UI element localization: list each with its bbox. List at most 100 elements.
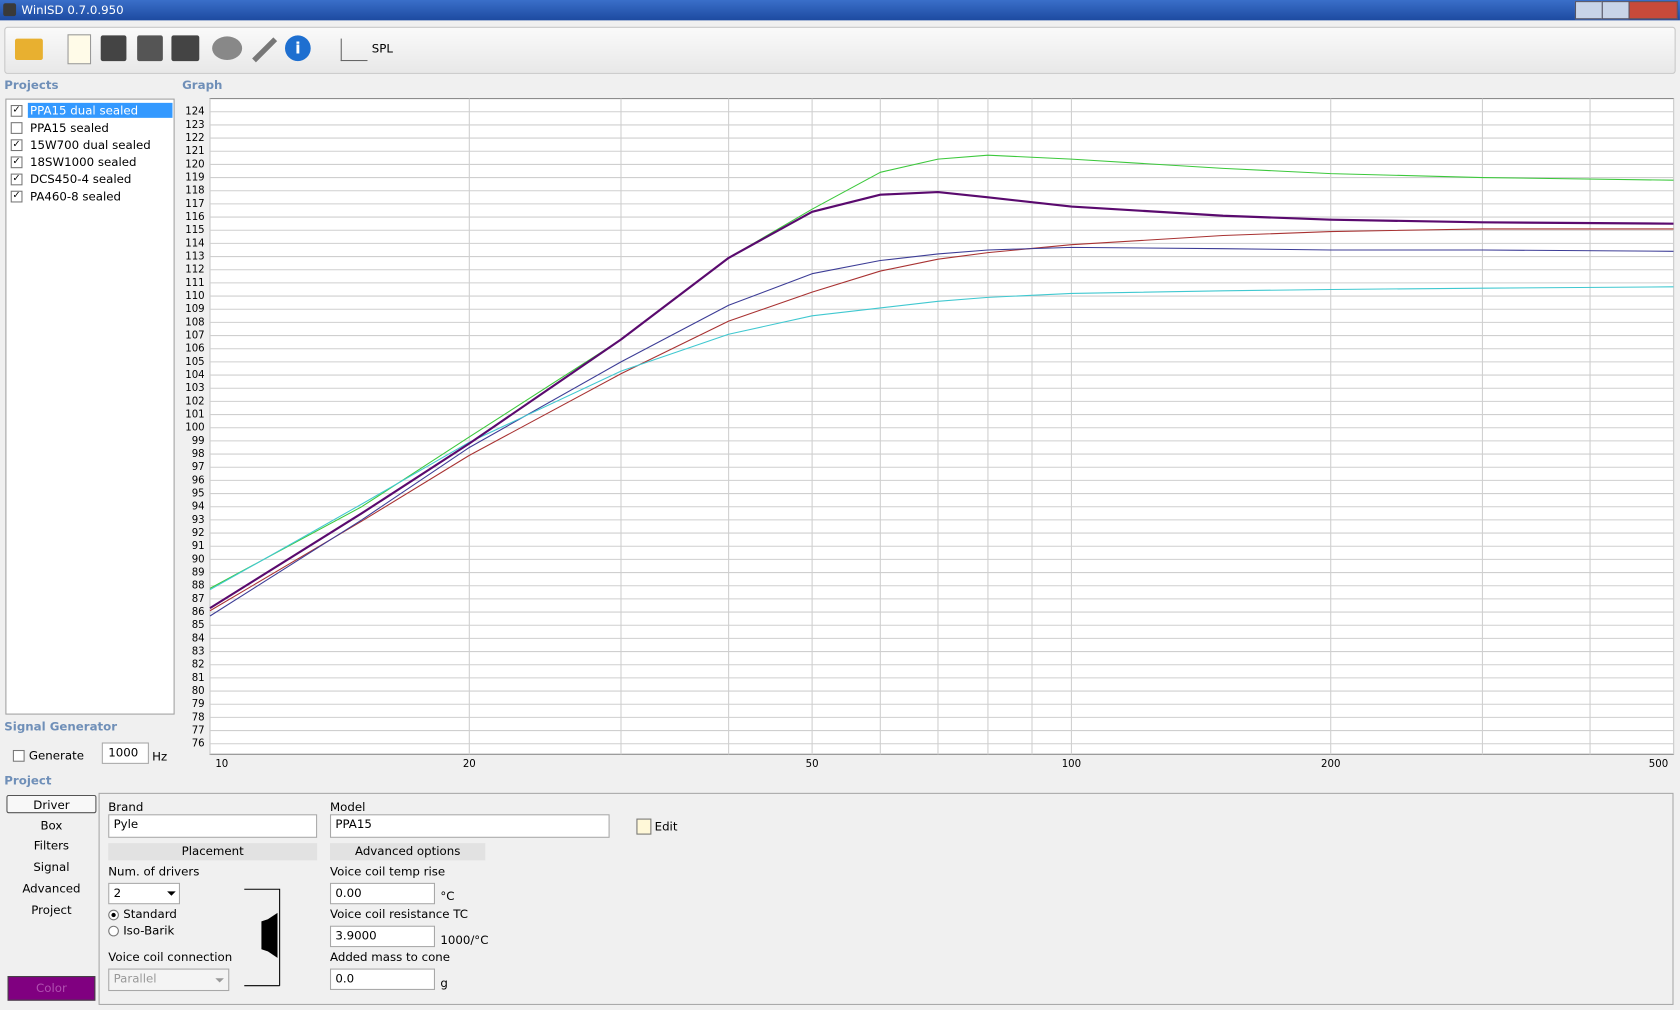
vc-res-label: Voice coil resistance TC (329, 907, 469, 922)
num-drivers-label: Num. of drivers (108, 864, 200, 879)
y-tick-label: 84 (192, 633, 205, 644)
vc-res-input[interactable]: 3.9000 (329, 925, 435, 948)
iso-barik-radio[interactable] (108, 925, 119, 937)
project-label[interactable]: 18SW1000 sealed (29, 155, 137, 170)
y-tick-label: 123 (185, 120, 204, 131)
y-tick-label: 114 (185, 238, 204, 249)
driver-button[interactable] (212, 36, 243, 60)
close-button[interactable] (1628, 1, 1678, 20)
y-tick-label: 124 (185, 107, 204, 118)
y-tick-label: 79 (192, 699, 205, 710)
y-tick-label: 85 (192, 620, 205, 631)
project-label[interactable]: PA460-8 sealed (29, 189, 122, 204)
project-label[interactable]: DCS450-4 sealed (29, 172, 132, 187)
project-checkbox[interactable]: ✓ (10, 104, 23, 117)
y-tick-label: 117 (185, 199, 204, 210)
project-checkbox[interactable]: ✓ (10, 190, 23, 203)
y-tick-label: 91 (192, 541, 205, 552)
spl-icon (340, 38, 368, 62)
y-tick-label: 121 (185, 146, 204, 157)
y-tick-label: 119 (185, 173, 204, 184)
y-tick-label: 88 (192, 581, 205, 592)
iso-barik-label: Iso-Barik (123, 923, 175, 938)
y-tick-label: 94 (192, 502, 205, 513)
y-tick-label: 78 (192, 712, 205, 723)
y-tick-label: 105 (185, 357, 204, 368)
graph-heading: Graph (182, 78, 223, 93)
y-tick-label: 82 (192, 660, 205, 671)
project-heading: Project (4, 773, 52, 788)
vc-temp-label: Voice coil temp rise (329, 864, 446, 879)
y-tick-label: 102 (185, 396, 204, 407)
standard-radio[interactable] (108, 909, 119, 921)
y-tick-label: 115 (185, 225, 204, 236)
brand-input[interactable]: Pyle (108, 814, 318, 838)
info-button[interactable]: i (284, 35, 311, 62)
frequency-input[interactable]: 1000 (101, 742, 149, 764)
y-tick-label: 97 (192, 462, 205, 473)
project-tab[interactable]: Filters (33, 839, 70, 854)
project-checkbox[interactable]: ✓ (10, 139, 23, 152)
open-button[interactable] (14, 38, 43, 60)
project-checkbox[interactable]: ✓ (10, 156, 23, 169)
projects-list: ✓ PPA15 dual sealed PPA15 sealed ✓ 15W700 du… (5, 98, 175, 715)
save-button[interactable] (100, 35, 127, 62)
y-tick-label: 92 (192, 528, 205, 539)
project-checkbox[interactable] (10, 122, 23, 134)
save-as-button[interactable] (137, 35, 163, 62)
title-bar (0, 0, 1680, 21)
project-tab[interactable]: Project (31, 902, 72, 917)
spl-button[interactable]: SPL (371, 41, 393, 56)
project-label[interactable]: PPA15 sealed (29, 121, 109, 135)
plot-area (209, 98, 1675, 755)
mass-input[interactable]: 0.0 (329, 968, 435, 990)
dropdown-arrow (215, 978, 224, 983)
minimize-button[interactable] (1574, 1, 1603, 20)
brand-label: Brand (108, 800, 144, 815)
y-tick-label: 110 (185, 291, 204, 302)
y-tick-label: 80 (192, 686, 205, 697)
generate-label: Generate (28, 748, 84, 763)
project-tab[interactable]: Advanced (22, 881, 81, 896)
edit-icon[interactable] (636, 818, 652, 835)
dropdown-arrow (167, 891, 176, 896)
y-tick-label: 77 (192, 726, 205, 737)
project-tab[interactable]: Box (40, 818, 63, 833)
save-all-button[interactable] (171, 35, 200, 62)
generate-checkbox[interactable] (12, 749, 25, 762)
projects-heading: Projects (4, 78, 59, 93)
model-input[interactable]: PPA15 (329, 814, 610, 838)
placement-header: Placement (108, 843, 318, 861)
y-tick-label: 113 (185, 252, 204, 263)
new-button[interactable] (67, 34, 92, 65)
x-tick-label: 20 (463, 759, 476, 770)
num-drivers-select[interactable]: 2 (108, 882, 180, 905)
project-tab[interactable]: Driver (6, 794, 97, 814)
model-label: Model (329, 800, 366, 815)
vc-temp-input[interactable]: 0.00 (329, 882, 435, 905)
project-checkbox[interactable]: ✓ (10, 173, 23, 186)
x-tick-label: 200 (1321, 759, 1340, 770)
spl-chart: 76 77 78 79 80 81 82 83 84 85 86 87 88 89 90 91 92 93 94 95… (185, 98, 1675, 770)
y-tick-label: 120 (185, 159, 204, 170)
y-tick-label: 95 (192, 489, 205, 500)
edit-button[interactable]: Edit (654, 819, 678, 834)
radio-dot (111, 912, 116, 918)
vc-connection-label: Voice coil connection (108, 950, 233, 965)
project-label[interactable]: PPA15 dual sealed (29, 103, 139, 118)
y-tick-label: 109 (185, 304, 204, 315)
y-tick-label: 122 (185, 133, 204, 144)
window-title: WinISD 0.7.0.950 (21, 3, 124, 18)
y-tick-label: 103 (185, 383, 204, 394)
maximize-button[interactable] (1601, 1, 1630, 20)
y-tick-label: 98 (192, 449, 205, 460)
vc-connection-select[interactable]: Parallel (108, 968, 230, 992)
selection-highlight (27, 102, 173, 118)
y-tick-label: 111 (185, 278, 204, 289)
project-label[interactable]: 15W700 dual sealed (29, 138, 151, 153)
spl-curve (209, 286, 1674, 591)
color-button[interactable]: Color (7, 976, 96, 1001)
y-tick-label: 81 (192, 673, 205, 684)
project-tab[interactable]: Signal (33, 860, 70, 875)
